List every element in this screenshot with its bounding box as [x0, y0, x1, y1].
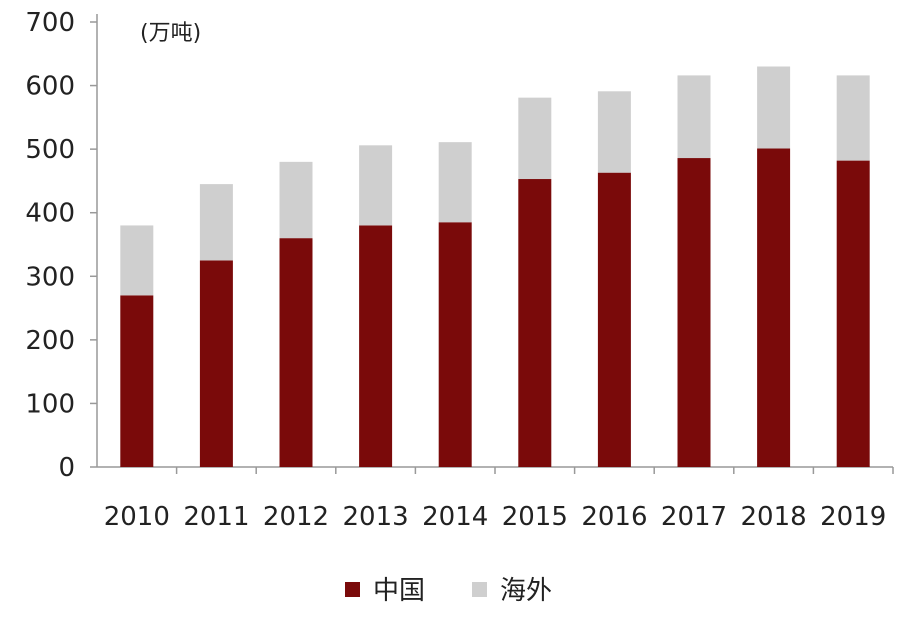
x-tick-label: 2018 [741, 502, 807, 532]
x-tick-label: 2011 [183, 502, 249, 532]
bar-overseas-2018 [757, 66, 791, 149]
bar-china-2011 [199, 260, 233, 467]
bar-china-2015 [518, 179, 552, 467]
bar-overseas-2011 [199, 184, 233, 261]
legend-label: 海外 [500, 576, 552, 606]
bar-overseas-2013 [359, 145, 393, 226]
x-tick-label: 2010 [104, 502, 170, 532]
bar-china-2017 [677, 158, 711, 468]
y-tick-label: 200 [25, 326, 75, 356]
x-tick-label: 2019 [820, 502, 886, 532]
unit-label: (万吨) [140, 21, 201, 46]
y-tick-label: 400 [25, 199, 75, 229]
bar-china-2018 [757, 148, 791, 467]
x-tick-label: 2017 [661, 502, 727, 532]
legend-label: 中国 [373, 576, 425, 606]
bar-china-2016 [597, 172, 631, 467]
bar-overseas-2017 [677, 75, 711, 159]
legend-swatch [472, 582, 487, 597]
bar-china-2013 [359, 225, 393, 467]
x-tick-label: 2015 [502, 502, 568, 532]
y-tick-label: 100 [25, 389, 75, 419]
x-tick-label: 2013 [343, 502, 409, 532]
y-tick-label: 0 [58, 453, 75, 483]
bar-china-2010 [120, 295, 154, 467]
x-tick-label: 2012 [263, 502, 329, 532]
bars [120, 66, 870, 468]
bar-overseas-2014 [438, 142, 472, 223]
bar-overseas-2019 [836, 75, 870, 161]
legend-swatch [345, 582, 360, 597]
bar-overseas-2016 [597, 91, 631, 173]
y-tick-label: 700 [25, 8, 75, 38]
bar-overseas-2015 [518, 97, 552, 180]
y-tick-label: 300 [25, 262, 75, 292]
bar-overseas-2012 [279, 161, 313, 239]
x-axis: 2010 2011 2012 2013 2014 2015 2016 2017 2018 2019 [97, 466, 894, 532]
x-tick-label: 2014 [422, 502, 488, 532]
bar-china-2014 [438, 222, 472, 467]
y-axis: 0 100 200 300 400 500 600 700 [25, 8, 98, 483]
y-tick-label: 600 [25, 72, 75, 102]
y-tick-label: 500 [25, 135, 75, 165]
bar-china-2012 [279, 238, 313, 467]
legend: 中国 海外 [345, 576, 552, 606]
x-tick-label: 2016 [581, 502, 647, 532]
bar-china-2019 [836, 160, 870, 468]
bar-overseas-2010 [120, 225, 154, 296]
